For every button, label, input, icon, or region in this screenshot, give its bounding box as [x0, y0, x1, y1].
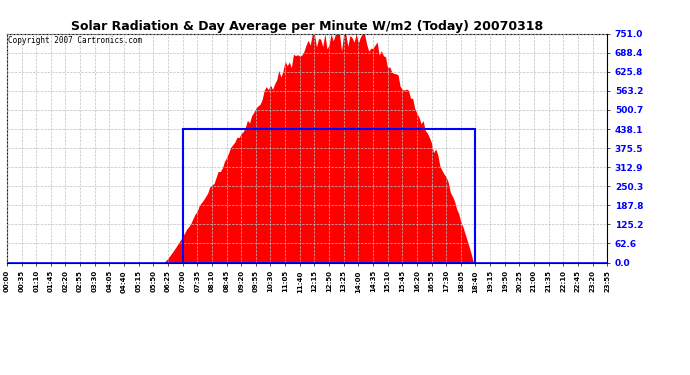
- Bar: [183, 129, 475, 262]
- Text: Copyright 2007 Cartronics.com: Copyright 2007 Cartronics.com: [8, 36, 141, 45]
- Title: Solar Radiation & Day Average per Minute W/m2 (Today) 20070318: Solar Radiation & Day Average per Minute…: [71, 20, 543, 33]
